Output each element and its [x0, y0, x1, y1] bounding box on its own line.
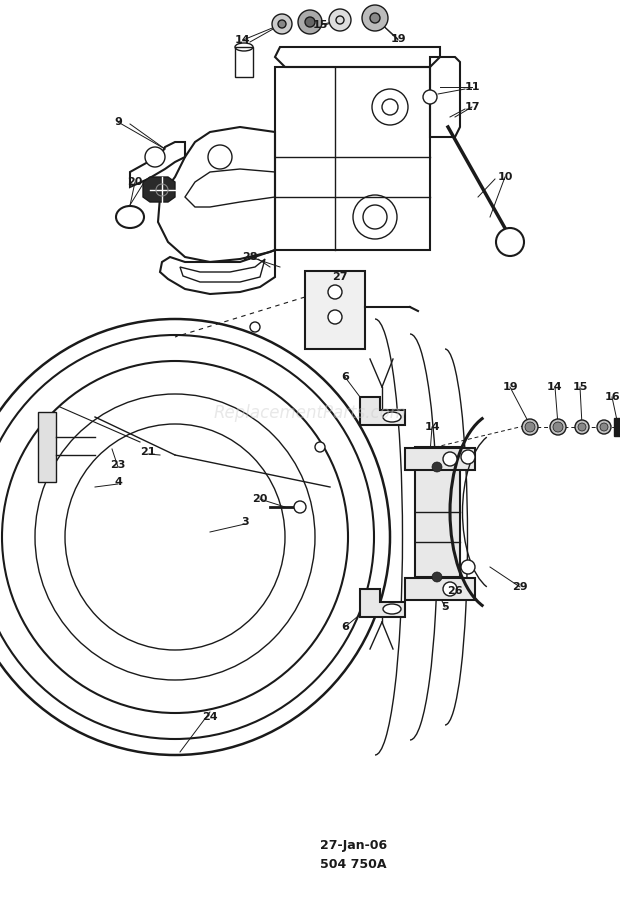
Text: 29: 29 — [512, 582, 528, 592]
Circle shape — [443, 582, 457, 596]
Text: 14: 14 — [235, 35, 251, 45]
Text: 19: 19 — [390, 34, 406, 44]
Circle shape — [298, 10, 322, 34]
Text: 21: 21 — [140, 447, 156, 457]
Circle shape — [250, 322, 260, 332]
Circle shape — [272, 14, 292, 34]
Text: 504 750A: 504 750A — [320, 858, 387, 871]
Bar — [405, 448, 475, 470]
Circle shape — [362, 5, 388, 31]
Circle shape — [370, 13, 380, 23]
Text: 24: 24 — [202, 712, 218, 722]
Text: 14: 14 — [547, 382, 563, 392]
Text: 16: 16 — [604, 392, 620, 402]
Text: 27-Jan-06: 27-Jan-06 — [320, 838, 387, 852]
Circle shape — [328, 310, 342, 324]
Text: 23: 23 — [110, 460, 126, 470]
Bar — [235, 47, 253, 77]
Circle shape — [496, 228, 524, 256]
Circle shape — [550, 419, 566, 435]
Circle shape — [328, 285, 342, 299]
Ellipse shape — [383, 604, 401, 614]
Text: 20: 20 — [127, 177, 143, 187]
Circle shape — [578, 423, 586, 431]
Circle shape — [305, 17, 315, 27]
Text: 15: 15 — [572, 382, 588, 392]
Text: 14: 14 — [424, 422, 440, 432]
Polygon shape — [360, 397, 405, 425]
Circle shape — [525, 422, 535, 432]
Text: 6: 6 — [341, 622, 349, 632]
Text: 9: 9 — [114, 117, 122, 127]
Circle shape — [461, 450, 475, 464]
Text: 3: 3 — [241, 517, 249, 527]
Circle shape — [461, 560, 475, 574]
Text: 28: 28 — [242, 252, 258, 262]
Text: 27: 27 — [332, 272, 348, 282]
Circle shape — [329, 9, 351, 31]
Text: 17: 17 — [464, 102, 480, 112]
Bar — [405, 578, 475, 600]
Circle shape — [600, 423, 608, 431]
Bar — [275, 67, 430, 250]
Circle shape — [575, 420, 589, 434]
Circle shape — [423, 90, 437, 104]
Circle shape — [553, 422, 563, 432]
Ellipse shape — [116, 206, 144, 228]
Bar — [415, 447, 460, 577]
Bar — [305, 271, 365, 349]
Text: 19: 19 — [502, 382, 518, 392]
Text: 10: 10 — [497, 172, 513, 182]
Bar — [614, 418, 620, 436]
Text: 15: 15 — [312, 20, 328, 30]
Polygon shape — [143, 177, 175, 202]
Text: 11: 11 — [464, 82, 480, 92]
Text: ReplacementParts.com: ReplacementParts.com — [213, 403, 407, 422]
Circle shape — [443, 452, 457, 466]
Circle shape — [432, 462, 442, 472]
Circle shape — [294, 501, 306, 513]
Text: 6: 6 — [341, 372, 349, 382]
Circle shape — [208, 145, 232, 169]
Text: 5: 5 — [441, 602, 449, 612]
Circle shape — [278, 20, 286, 28]
Text: 4: 4 — [114, 477, 122, 487]
Circle shape — [145, 147, 165, 167]
Text: 20: 20 — [252, 494, 268, 504]
Ellipse shape — [383, 412, 401, 422]
Circle shape — [315, 442, 325, 452]
Bar — [38, 412, 56, 482]
Polygon shape — [360, 589, 405, 617]
Circle shape — [597, 420, 611, 434]
Circle shape — [522, 419, 538, 435]
Text: 26: 26 — [447, 586, 463, 596]
Circle shape — [432, 572, 442, 582]
